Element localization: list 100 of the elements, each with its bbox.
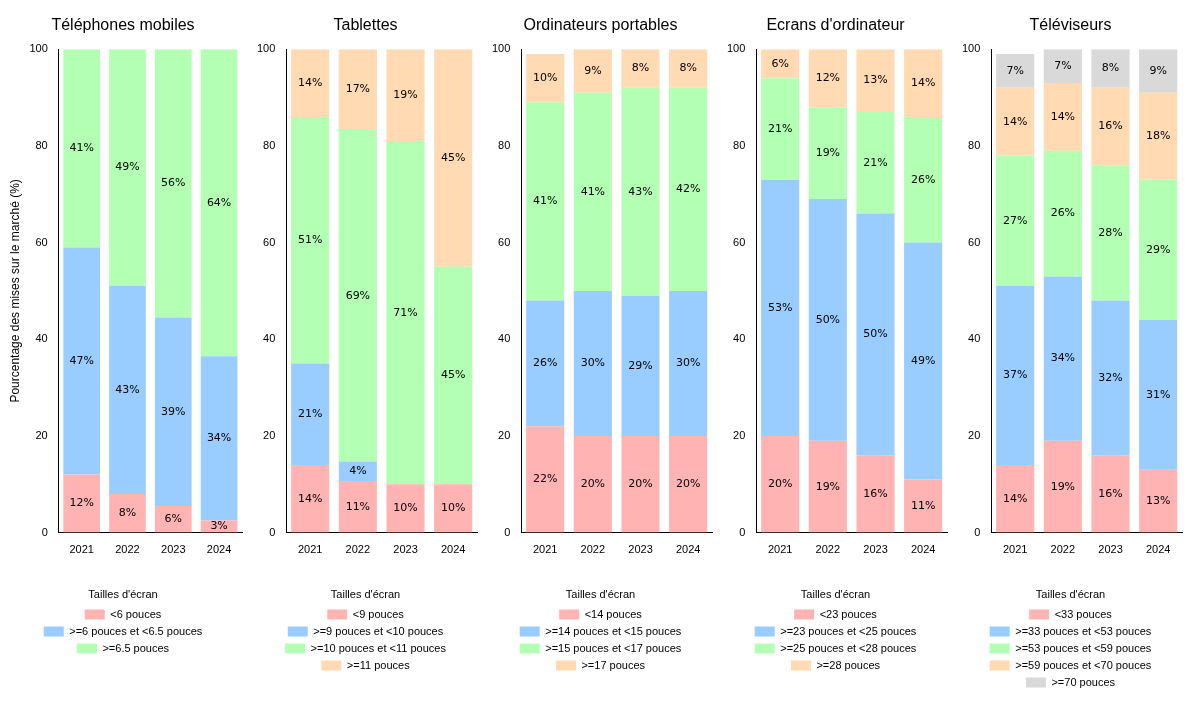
- legend-label: >=28 pouces: [816, 658, 881, 671]
- bar: [856, 455, 895, 533]
- data-label: 34%: [206, 431, 232, 445]
- x-tick-label: 2024: [675, 543, 701, 556]
- bar: [1091, 49, 1130, 88]
- bar: [996, 54, 1035, 88]
- data-label: 19%: [1050, 479, 1076, 493]
- bar: [434, 49, 473, 267]
- data-label: 71%: [393, 305, 418, 319]
- data-label: 21%: [297, 407, 323, 421]
- x-tick-label: 2021: [532, 543, 558, 556]
- bar: [669, 290, 708, 436]
- legend-label: >=9 pouces et <10 pouces: [313, 624, 444, 637]
- data-label: 20%: [628, 477, 653, 491]
- legend-title: Tailles d'écran: [330, 588, 401, 601]
- bar: [996, 464, 1035, 533]
- bar: [573, 49, 612, 93]
- legend-title: Tailles d'écran: [800, 588, 871, 601]
- bar: [386, 141, 425, 485]
- legend-label: >=6 pouces et <6.5 pouces: [69, 624, 203, 637]
- data-label: 41%: [532, 194, 558, 208]
- data-label: 6%: [771, 56, 789, 70]
- data-label: 34%: [1050, 351, 1076, 365]
- data-label: 43%: [115, 382, 140, 396]
- bar: [154, 317, 192, 507]
- data-label: 6%: [164, 512, 183, 526]
- bar: [1139, 92, 1178, 180]
- data-label: 49%: [910, 353, 936, 367]
- x-tick-label: 2022: [1050, 543, 1076, 556]
- bar: [526, 426, 565, 533]
- bar: [338, 480, 377, 533]
- chart-title: Téléphones mobiles: [51, 16, 195, 34]
- data-label: 11%: [345, 499, 371, 513]
- bar: [1043, 83, 1082, 151]
- bar: [808, 199, 847, 441]
- y-tick-label: 80: [968, 138, 981, 151]
- data-label: 22%: [532, 472, 558, 486]
- data-label: 13%: [1145, 494, 1171, 508]
- bar: [808, 440, 847, 533]
- x-tick-label: 2023: [393, 543, 418, 556]
- bar: [291, 116, 330, 364]
- data-label: 42%: [675, 182, 701, 196]
- data-label: 14%: [1002, 491, 1028, 505]
- data-label: 49%: [115, 160, 140, 174]
- y-tick-label: 40: [733, 332, 746, 345]
- bar: [621, 49, 660, 88]
- legend-label: >=17 pouces: [581, 658, 646, 671]
- x-tick-label: 2023: [628, 543, 653, 556]
- data-label: 20%: [580, 477, 606, 491]
- legend-label: <33 pouces: [1054, 607, 1113, 620]
- bar: [1043, 276, 1082, 441]
- y-tick-label: 80: [35, 138, 48, 151]
- data-label: 16%: [1098, 486, 1123, 500]
- bar: [154, 49, 192, 318]
- bar: [669, 49, 708, 88]
- x-tick-label: 2022: [815, 543, 841, 556]
- data-label: 19%: [815, 479, 841, 493]
- data-label: 20%: [675, 477, 701, 491]
- data-label: 29%: [628, 358, 653, 372]
- legend-label: >=11 pouces: [346, 658, 411, 671]
- legend-label: >=70 pouces: [1051, 675, 1116, 688]
- x-tick-label: 2021: [297, 543, 323, 556]
- legend-label: <9 pouces: [352, 607, 405, 620]
- bar: [526, 102, 565, 301]
- data-label: 28%: [1098, 225, 1123, 239]
- bar: [338, 129, 377, 462]
- x-tick-label: 2024: [1145, 543, 1171, 556]
- data-label: 14%: [297, 75, 323, 89]
- bar: [109, 286, 146, 494]
- bar: [291, 49, 330, 117]
- bar: [856, 112, 895, 214]
- bar: [1139, 319, 1178, 470]
- data-label: 51%: [297, 233, 323, 246]
- data-label: 47%: [69, 353, 94, 367]
- legend-label: >=6.5 pouces: [102, 641, 170, 654]
- x-tick-label: 2021: [767, 543, 793, 556]
- legend-label: <6 pouces: [110, 607, 162, 620]
- y-tick-label: 100: [29, 42, 48, 55]
- data-label: 4%: [349, 464, 367, 478]
- y-tick-label: 100: [256, 42, 276, 55]
- legend-title: Tailles d'écran: [565, 588, 636, 601]
- bar: [856, 213, 895, 456]
- x-tick-label: 2024: [206, 543, 232, 556]
- y-tick-label: 100: [491, 42, 511, 55]
- bar: [1091, 300, 1130, 456]
- data-label: 9%: [1149, 63, 1167, 77]
- bar: [1091, 455, 1130, 533]
- bar: [573, 435, 612, 533]
- x-tick-label: 2024: [440, 543, 466, 556]
- bar: [434, 484, 473, 533]
- bar: [1139, 49, 1178, 93]
- x-tick-label: 2022: [345, 543, 371, 556]
- y-tick-label: 80: [498, 138, 511, 151]
- data-label: 8%: [679, 61, 697, 75]
- y-tick-label: 40: [35, 332, 48, 345]
- y-tick-label: 40: [263, 332, 276, 345]
- legend-label: <23 pouces: [819, 607, 878, 620]
- data-label: 8%: [631, 61, 650, 75]
- bar: [291, 464, 330, 533]
- data-label: 7%: [1006, 63, 1024, 77]
